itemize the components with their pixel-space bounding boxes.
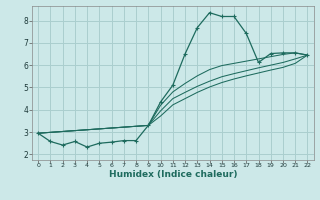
X-axis label: Humidex (Indice chaleur): Humidex (Indice chaleur)	[108, 170, 237, 179]
